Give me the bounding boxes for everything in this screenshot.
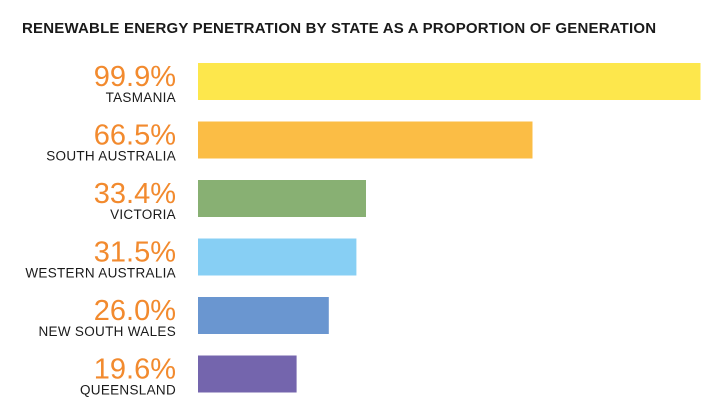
category-label: VICTORIA [110, 207, 176, 222]
category-label: QUEENSLAND [80, 383, 176, 398]
bar-tasmania [198, 63, 701, 100]
category-label: NEW SOUTH WALES [38, 324, 176, 339]
value-label: 26.0% [94, 295, 176, 327]
bar-queensland [198, 355, 297, 393]
category-label: SOUTH AUSTRALIA [46, 149, 176, 164]
value-label: 99.9% [94, 61, 176, 93]
value-label: 31.5% [94, 237, 176, 269]
category-label: WESTERN AUSTRALIA [25, 266, 176, 281]
bar-south-australia [198, 121, 533, 159]
chart-title: RENEWABLE ENERGY PENETRATION BY STATE AS… [22, 20, 657, 37]
value-label: 66.5% [94, 120, 176, 152]
value-label: 19.6% [94, 354, 176, 386]
value-label: 33.4% [94, 178, 176, 210]
bar-western-australia [198, 238, 357, 276]
bar-new-south-wales [198, 297, 329, 334]
category-label: TASMANIA [106, 90, 176, 105]
bar-victoria [198, 180, 366, 217]
